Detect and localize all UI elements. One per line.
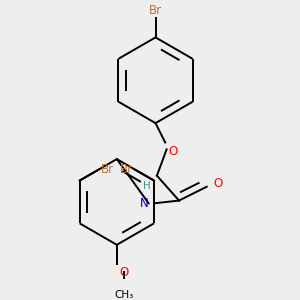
Text: Br: Br (149, 4, 162, 17)
Text: N: N (140, 197, 148, 210)
Text: H: H (143, 181, 151, 191)
Text: Br: Br (100, 163, 114, 176)
Text: O: O (214, 178, 223, 190)
Text: O: O (168, 145, 177, 158)
Text: CH₃: CH₃ (114, 290, 134, 300)
Text: O: O (120, 266, 129, 278)
Text: Br: Br (120, 163, 133, 176)
